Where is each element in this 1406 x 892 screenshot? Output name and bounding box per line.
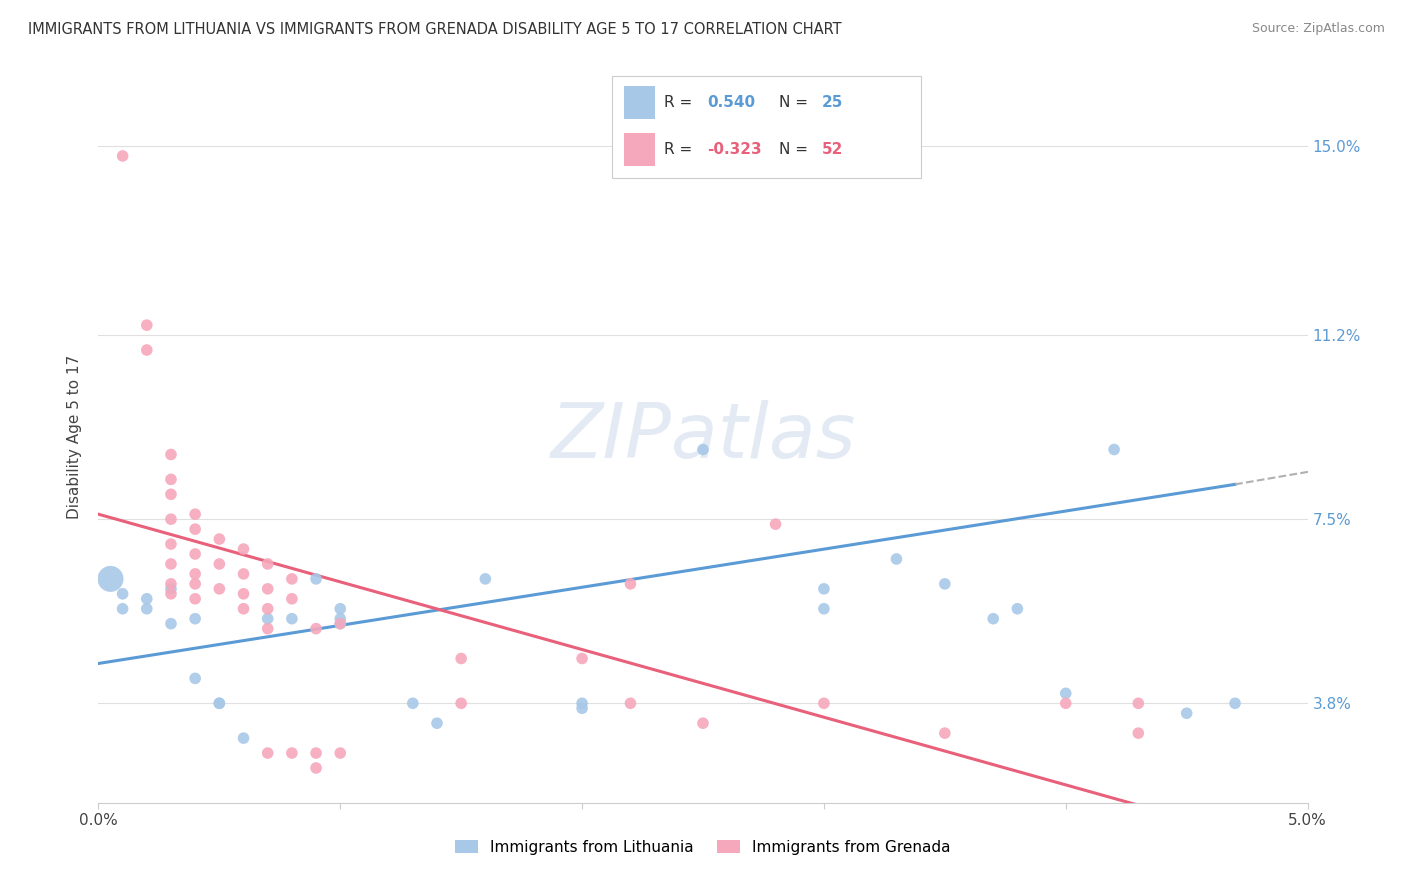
Point xyxy=(160,472,183,486)
Point xyxy=(135,318,157,332)
Point xyxy=(184,547,207,561)
Point xyxy=(160,557,183,571)
Point xyxy=(184,566,207,581)
Point xyxy=(184,577,207,591)
Point xyxy=(208,696,231,710)
Text: R =: R = xyxy=(664,95,697,110)
Text: N =: N = xyxy=(779,95,813,110)
Point xyxy=(474,572,496,586)
Point xyxy=(450,696,472,710)
Point xyxy=(184,522,207,536)
Point xyxy=(934,577,956,591)
Bar xyxy=(624,87,655,119)
Point xyxy=(256,582,278,596)
Point xyxy=(329,616,352,631)
Point xyxy=(329,612,352,626)
Point xyxy=(184,612,207,626)
Text: Source: ZipAtlas.com: Source: ZipAtlas.com xyxy=(1251,22,1385,36)
Point xyxy=(160,582,183,596)
Point xyxy=(329,616,352,631)
Point xyxy=(1007,601,1029,615)
Point xyxy=(1128,726,1150,740)
Point xyxy=(111,149,134,163)
Point xyxy=(232,601,254,615)
Point xyxy=(160,448,183,462)
Legend: Immigrants from Lithuania, Immigrants from Grenada: Immigrants from Lithuania, Immigrants fr… xyxy=(450,834,956,861)
Point xyxy=(208,557,231,571)
Point xyxy=(100,572,122,586)
Point xyxy=(281,746,304,760)
Point xyxy=(571,651,593,665)
Point xyxy=(1054,696,1077,710)
Point xyxy=(135,343,157,357)
Point xyxy=(232,587,254,601)
Point xyxy=(1054,686,1077,700)
Point xyxy=(1223,696,1246,710)
Point xyxy=(281,572,304,586)
Text: 25: 25 xyxy=(823,95,844,110)
Point xyxy=(256,622,278,636)
Point xyxy=(208,532,231,546)
Point xyxy=(692,442,714,457)
Point xyxy=(571,696,593,710)
Point xyxy=(1175,706,1198,721)
Point xyxy=(256,746,278,760)
Point xyxy=(160,512,183,526)
Point xyxy=(184,672,207,686)
Point xyxy=(813,582,835,596)
Point xyxy=(1102,442,1125,457)
Point xyxy=(813,696,835,710)
Point xyxy=(281,612,304,626)
Bar xyxy=(624,133,655,166)
Point xyxy=(305,622,328,636)
Point xyxy=(619,696,641,710)
Point xyxy=(184,507,207,521)
Point xyxy=(256,612,278,626)
Point xyxy=(329,746,352,760)
Text: -0.323: -0.323 xyxy=(707,142,762,157)
FancyBboxPatch shape xyxy=(612,76,921,178)
Point xyxy=(281,591,304,606)
Point xyxy=(208,696,231,710)
Point xyxy=(329,601,352,615)
Point xyxy=(135,601,157,615)
Point xyxy=(426,716,449,731)
Text: 0.540: 0.540 xyxy=(707,95,755,110)
Point xyxy=(160,616,183,631)
Point xyxy=(886,552,908,566)
Point xyxy=(981,612,1004,626)
Point xyxy=(232,542,254,557)
Point xyxy=(135,591,157,606)
Y-axis label: Disability Age 5 to 17: Disability Age 5 to 17 xyxy=(67,355,83,519)
Text: 52: 52 xyxy=(823,142,844,157)
Point xyxy=(160,577,183,591)
Point xyxy=(160,587,183,601)
Point xyxy=(208,582,231,596)
Point xyxy=(160,537,183,551)
Text: N =: N = xyxy=(779,142,813,157)
Point xyxy=(305,746,328,760)
Point xyxy=(450,651,472,665)
Point xyxy=(765,517,787,532)
Point xyxy=(402,696,425,710)
Point xyxy=(111,587,134,601)
Point xyxy=(619,577,641,591)
Point xyxy=(256,601,278,615)
Text: R =: R = xyxy=(664,142,697,157)
Point xyxy=(571,701,593,715)
Point xyxy=(1128,696,1150,710)
Point xyxy=(305,761,328,775)
Point xyxy=(256,557,278,571)
Point xyxy=(305,572,328,586)
Text: ZIPatlas: ZIPatlas xyxy=(550,401,856,474)
Point xyxy=(232,566,254,581)
Point xyxy=(232,731,254,745)
Text: IMMIGRANTS FROM LITHUANIA VS IMMIGRANTS FROM GRENADA DISABILITY AGE 5 TO 17 CORR: IMMIGRANTS FROM LITHUANIA VS IMMIGRANTS … xyxy=(28,22,842,37)
Point xyxy=(184,591,207,606)
Point xyxy=(111,601,134,615)
Point xyxy=(160,487,183,501)
Point xyxy=(692,716,714,731)
Point xyxy=(813,601,835,615)
Point xyxy=(934,726,956,740)
